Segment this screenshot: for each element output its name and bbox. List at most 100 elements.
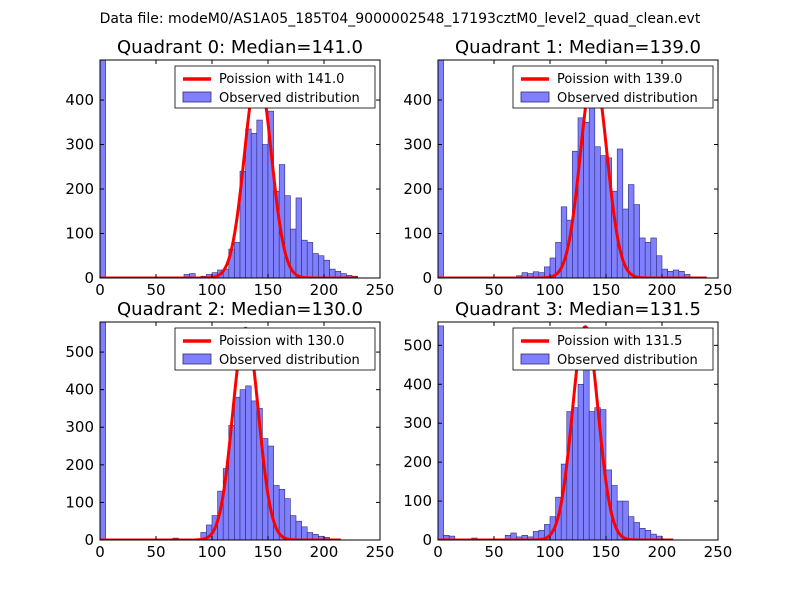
quadrant-2-xtick-label-3: 150: [254, 543, 283, 561]
quadrant-0-bar-21: [301, 239, 308, 278]
quadrant-2-legend: Poission with 130.0 Observed distribution: [174, 327, 376, 371]
quadrant-0-legend-line-label: Poission with 141.0: [219, 72, 344, 87]
quadrant-2-legend-bar-swatch: [182, 353, 212, 365]
quadrant-1-ytick-label-2: 200: [403, 180, 432, 198]
quadrant-3-plot-area: [438, 325, 674, 540]
quadrant-2-bar-11: [250, 400, 258, 540]
quadrant-3-bar-5: [510, 532, 517, 540]
quadrant-3-bar-19: [588, 411, 596, 540]
quadrant-2-title: Quadrant 2: Median=130.0: [117, 299, 363, 320]
quadrant-3-xtick-label-4: 200: [648, 543, 677, 561]
quadrant-1-legend-bar-swatch: [520, 91, 550, 103]
quadrant-0-bar-14: [262, 144, 269, 278]
quadrant-2-bar-0: [100, 322, 106, 540]
quadrant-0-ytick-label-0: 0: [84, 269, 94, 287]
quadrant-3-axes-frame: [437, 321, 719, 541]
quadrant-1-xtick-label-2: 100: [536, 281, 565, 299]
quadrant-1-ytick-label-4: 400: [403, 91, 432, 109]
quadrant-0-bar-12: [250, 133, 258, 278]
quadrant-2-ytick-label-3: 300: [65, 418, 94, 436]
quadrant-0-bar-20: [295, 197, 302, 278]
quadrant-0-bar-22: [306, 242, 314, 278]
quadrant-1-xtick-label-4: 200: [648, 281, 677, 299]
quadrant-3-ytick-label-2: 200: [403, 453, 432, 471]
quadrant-0-legend-bar-swatch: [182, 91, 212, 103]
quadrant-0-bar-0: [100, 60, 106, 278]
quadrant-0-bar-9: [234, 242, 241, 278]
quadrant-3-xtick-label-0: 0: [433, 543, 443, 561]
quadrant-1-bar-23: [639, 237, 646, 278]
quadrant-1-poisson-line: [438, 69, 707, 278]
quadrant-3-bar-27: [633, 522, 640, 540]
quadrant-1-title: Quadrant 1: Median=139.0: [455, 37, 701, 58]
quadrant-1-xtick-label-5: 250: [704, 281, 733, 299]
quadrant-3-ytick-label-0: 0: [422, 531, 432, 549]
quadrant-3-legend: Poission with 131.5 Observed distribution: [512, 327, 714, 371]
quadrant-3-legend-line-label: Poission with 131.5: [557, 334, 682, 349]
subplots-container: Quadrant 0: Median=141.0 0 50 100 150 200 250 0…: [65, 37, 732, 561]
quadrant-3-title: Quadrant 3: Median=131.5: [455, 299, 701, 320]
quadrant-3-legend-bar-label: Observed distribution: [557, 353, 698, 368]
quadrant-2-bar-19: [295, 520, 302, 540]
quadrant-0-xtick-label-1: 50: [146, 281, 165, 299]
quadrant-1-bar-31: [684, 274, 691, 278]
quadrant-2-bar-8: [234, 396, 241, 540]
quadrant-0-legend: Poission with 141.0 Observed distribution: [174, 65, 376, 109]
quadrant-2-xtick-label-1: 50: [146, 543, 165, 561]
quadrant-1-bar-22: [633, 204, 640, 278]
quadrant-3-ytick-label-5: 500: [403, 336, 432, 354]
quadrant-3-xtick-label-3: 150: [592, 543, 621, 561]
quadrant-1-bar-16: [600, 155, 607, 278]
quadrant-3-legend-bar-swatch: [520, 353, 550, 365]
quadrant-0-xtick-label-5: 250: [366, 281, 395, 299]
quadrant-1-plot-area: [438, 60, 707, 278]
quadrant-2-legend-line-label: Poission with 130.0: [219, 334, 344, 349]
quadrant-1-ytick-label-0: 0: [422, 269, 432, 287]
quadrant-1-ytick-label-3: 300: [403, 136, 432, 154]
quadrant-1-bar-15: [594, 146, 601, 278]
quadrant-2-legend-bar-label: Observed distribution: [219, 353, 360, 368]
quadrant-0-bar-11: [245, 128, 252, 278]
quadrant-0-ytick-label-1: 100: [65, 225, 94, 243]
quadrant-2-bar-17: [284, 498, 291, 540]
quadrant-2-ytick-label-5: 500: [65, 343, 94, 361]
quadrant-1-xtick-label-0: 0: [433, 281, 443, 299]
quadrant-1-legend-line-label: Poission with 139.0: [557, 72, 682, 87]
quadrant-2-bar-20: [301, 526, 308, 540]
quadrant-3-bar-18: [583, 356, 590, 540]
quadrant-2-ytick-label-0: 0: [84, 531, 94, 549]
quadrant-0-xtick-label-2: 100: [198, 281, 227, 299]
quadrant-3-bar-0: [438, 325, 444, 540]
quadrant-1-panel: Quadrant 1: Median=139.0 0 50 100 150 200 250 0…: [403, 37, 732, 299]
quadrant-2-xtick-label-5: 250: [366, 543, 395, 561]
quadrant-1-legend-bar-label: Observed distribution: [557, 91, 698, 106]
quadrant-2-xtick-label-2: 100: [198, 543, 227, 561]
quadrant-2-xtick-label-0: 0: [95, 543, 105, 561]
quadrant-0-bar-23: [312, 253, 319, 278]
quadrant-1-bar-25: [650, 237, 657, 278]
quadrant-0-axes-frame: [99, 59, 381, 279]
quadrant-1-bar-21: [628, 184, 635, 278]
figure-suptitle: Data file: modeM0/AS1A05_185T04_90000025…: [100, 11, 701, 27]
quadrant-0-plot-area: [100, 60, 358, 278]
quadrant-0-title: Quadrant 0: Median=141.0: [117, 37, 363, 58]
quadrant-1-bar-24: [644, 242, 652, 278]
quadrant-2-axes-frame: [99, 321, 381, 541]
quadrant-0-panel: Quadrant 0: Median=141.0 0 50 100 150 200 250 0…: [65, 37, 394, 299]
quadrant-0-ytick-label-3: 300: [65, 136, 94, 154]
quadrant-2-panel: Quadrant 2: Median=130.0 0 50 100 150 200 250 0…: [65, 299, 394, 561]
quadrant-1-bar-13: [583, 121, 590, 278]
quadrant-2-ytick-label-4: 400: [65, 381, 94, 399]
quadrant-2-ytick-label-2: 200: [65, 456, 94, 474]
quadrant-3-xtick-label-2: 100: [536, 543, 565, 561]
quadrant-3-panel: Quadrant 3: Median=131.5 0 50 100 150 200 250 0…: [403, 299, 732, 561]
quadrant-2-xtick-label-4: 200: [310, 543, 339, 561]
quadrant-2-bar-9: [239, 389, 246, 540]
quadrant-3-ytick-label-1: 100: [403, 492, 432, 510]
quadrant-0-bar-25: [323, 259, 330, 278]
quadrant-1-legend: Poission with 139.0 Observed distribution: [512, 65, 714, 109]
quadrant-0-ytick-label-2: 200: [65, 180, 94, 198]
quadrant-3-bar-25: [622, 500, 629, 540]
quadrant-1-ytick-label-1: 100: [403, 225, 432, 243]
